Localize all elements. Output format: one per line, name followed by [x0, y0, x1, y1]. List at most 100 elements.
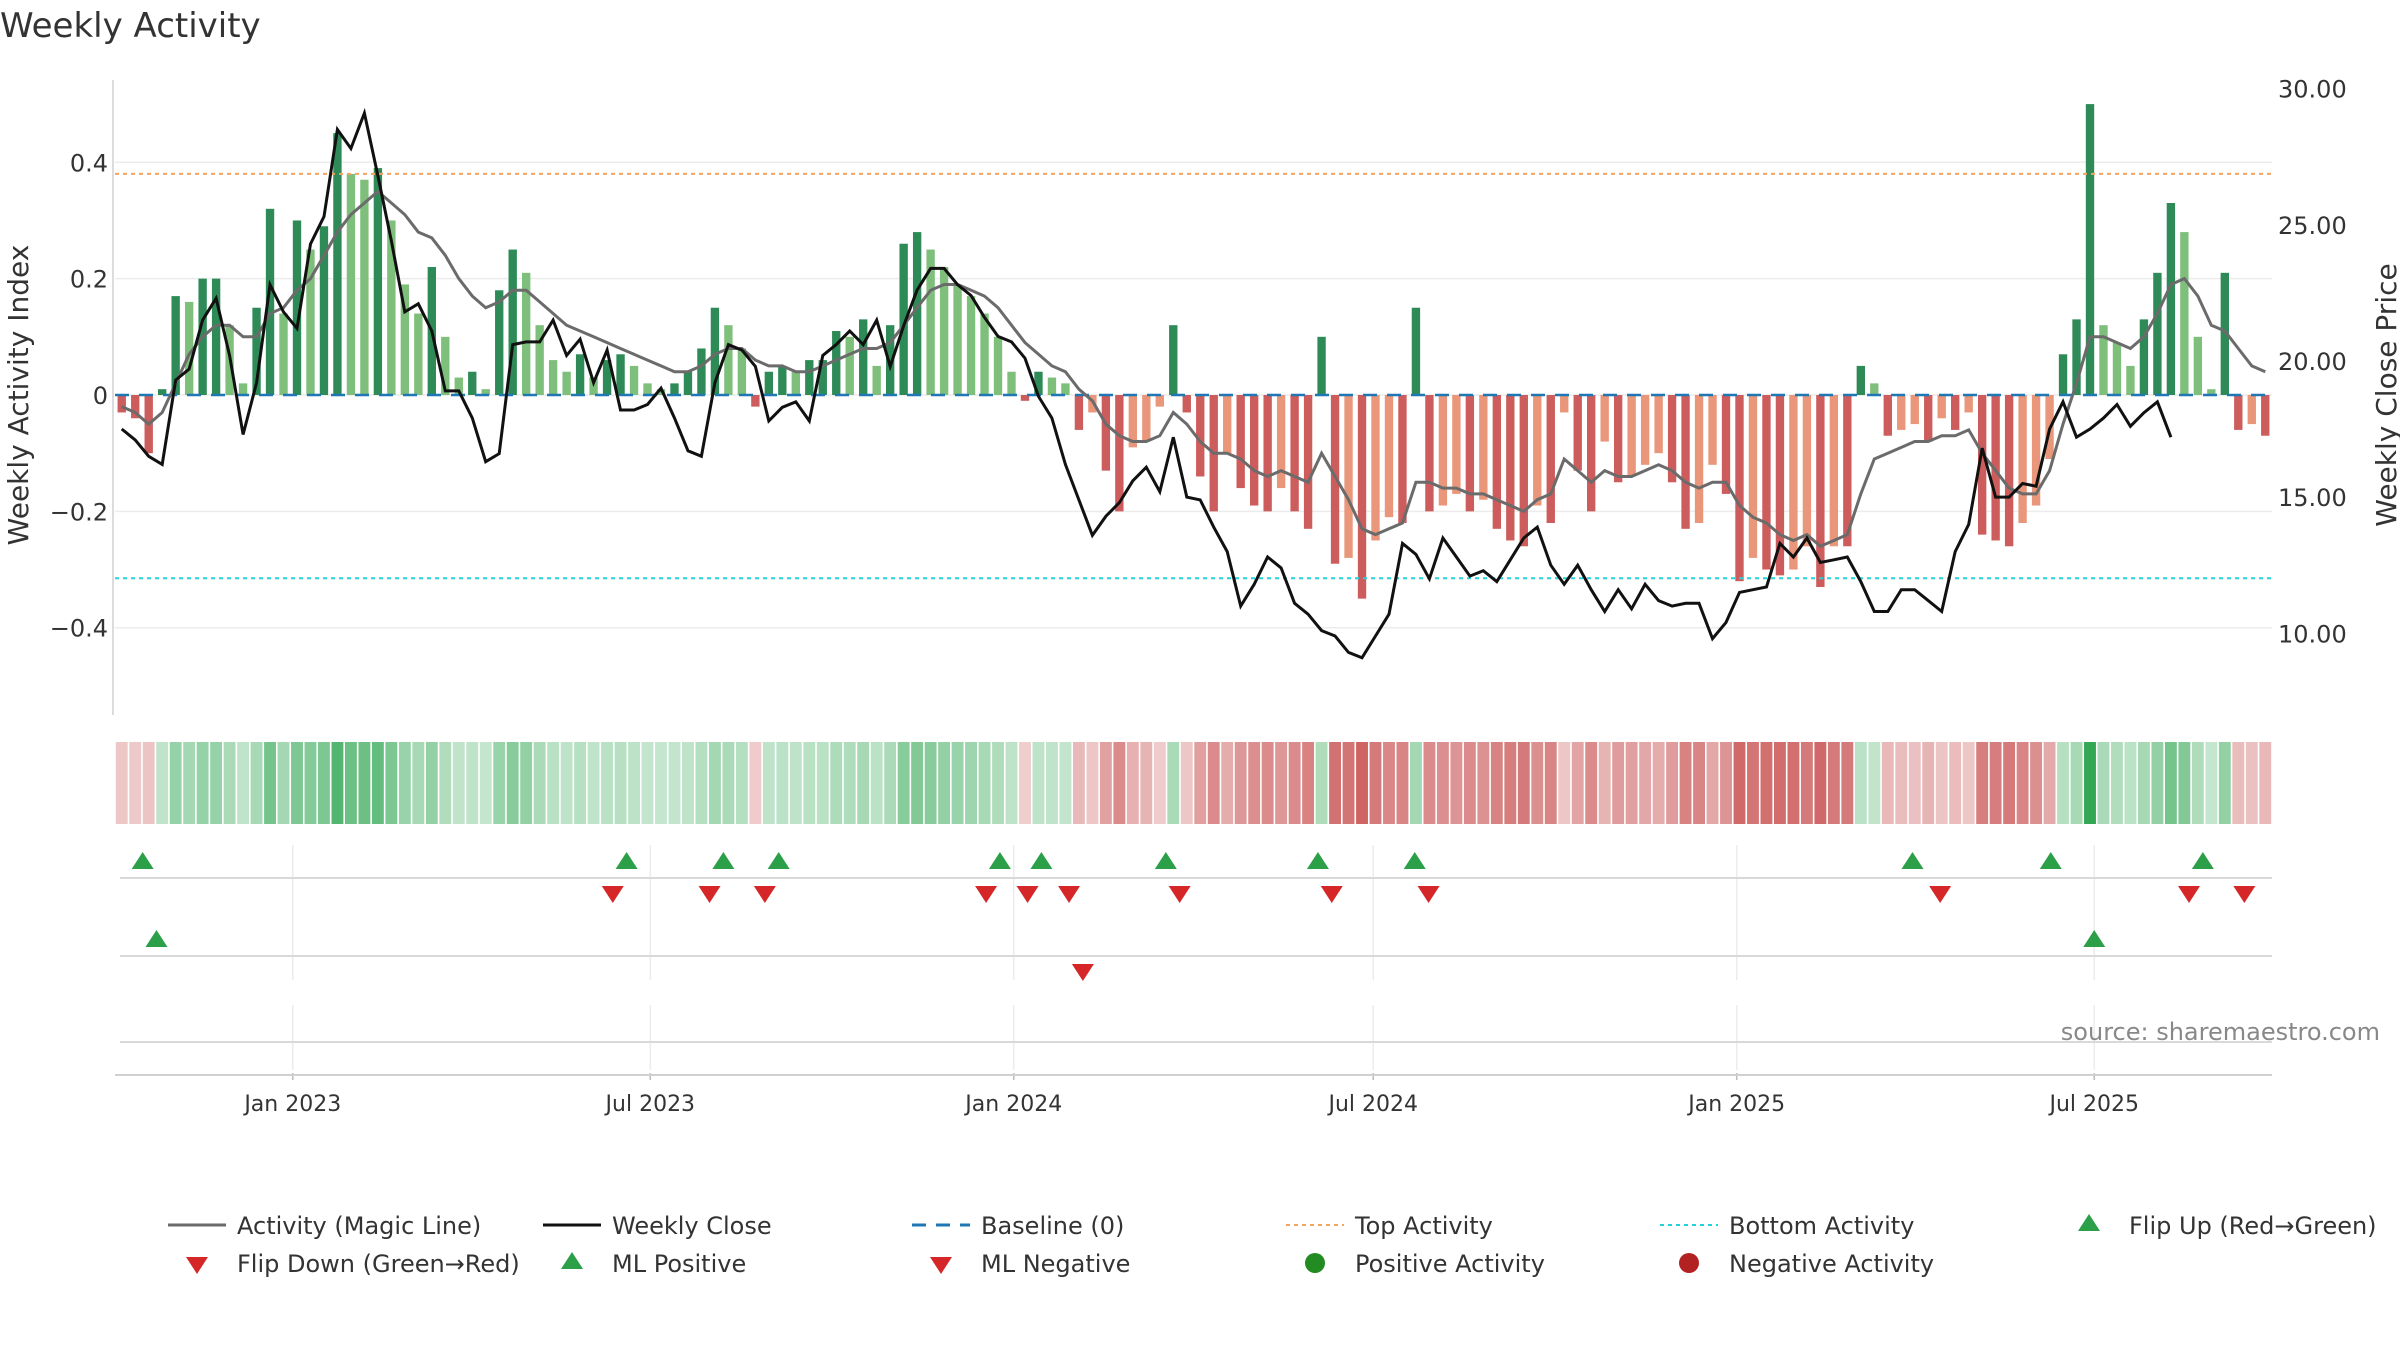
heat-cell: [1895, 742, 1908, 824]
activity-bar: [2112, 342, 2122, 395]
flip-up-marker: [1306, 852, 1329, 869]
heat-cell: [358, 742, 371, 824]
heat-cell: [115, 742, 128, 824]
activity-bar: [481, 389, 490, 395]
activity-bar: [1411, 307, 1421, 395]
activity-bar: [1357, 395, 1367, 599]
heat-cell: [924, 742, 937, 824]
activity-bar: [131, 395, 140, 419]
activity-bar: [2072, 319, 2081, 395]
legend-label: Positive Activity: [1355, 1250, 1545, 1278]
x-tick-label: Jul 2023: [604, 1092, 696, 1117]
activity-bar: [1519, 395, 1528, 547]
heat-cell: [1517, 742, 1530, 824]
heat-cell: [1881, 742, 1894, 824]
heat-cell: [1787, 742, 1800, 824]
legend-swatch: [561, 1252, 583, 1269]
activity-bar: [1789, 395, 1798, 570]
activity-bar: [1128, 395, 1138, 448]
flip-down-marker: [1058, 886, 1081, 903]
legend-item: Top Activity: [1286, 1212, 1493, 1240]
activity-bar: [2058, 354, 2068, 395]
activity-bar: [1910, 395, 1919, 425]
flip-up-marker: [767, 852, 790, 869]
y-left-tick-label: 0: [93, 382, 108, 410]
flip-down-marker: [975, 886, 998, 903]
y-left-tick-label: 0.2: [70, 266, 108, 294]
activity-bar: [2153, 272, 2162, 395]
heat-cell: [1854, 742, 1867, 824]
y-axis-right-label: Weekly Close Price: [2370, 263, 2400, 526]
activity-bar: [724, 325, 733, 395]
heat-cell: [1180, 742, 1193, 824]
heat-cell: [1005, 742, 1018, 824]
heat-cell: [1477, 742, 1490, 824]
flip-down-marker: [698, 886, 721, 903]
heat-cell: [655, 742, 667, 824]
activity-bar: [1681, 395, 1690, 529]
ml-negative-marker: [1071, 964, 1094, 981]
activity-bar: [1654, 395, 1663, 454]
activity-bar: [117, 395, 126, 413]
heat-cell: [1234, 742, 1247, 824]
heat-cell: [1706, 742, 1719, 824]
activity-bar: [279, 313, 288, 395]
activity-bar: [1924, 395, 1933, 442]
heat-cell: [641, 742, 654, 824]
x-tick-label: Jul 2024: [1326, 1092, 1418, 1117]
activity-bar: [1870, 383, 1879, 395]
heat-cell: [978, 742, 991, 824]
y-right-tick-label: 25.00: [2278, 212, 2347, 240]
heat-cell: [412, 742, 425, 824]
heat-cell: [1531, 742, 1544, 824]
activity-bar: [468, 371, 477, 395]
activity-bar: [265, 208, 275, 395]
flip-up-marker: [712, 852, 735, 869]
legend-label: Baseline (0): [981, 1212, 1124, 1240]
activity-bar: [993, 336, 1003, 395]
heat-cell: [304, 742, 317, 824]
activity-bar: [1020, 395, 1030, 401]
heat-cell: [1261, 742, 1274, 824]
heat-cell: [1329, 742, 1341, 824]
activity-bar: [1492, 395, 1502, 529]
heat-cell: [1989, 742, 2002, 824]
heat-cell: [722, 742, 735, 824]
activity-bar: [1384, 395, 1394, 518]
legend-item: Activity (Magic Line): [168, 1212, 481, 1240]
heat-cell: [1800, 742, 1813, 824]
activity-bar: [2234, 395, 2243, 430]
activity-bar: [1694, 395, 1704, 523]
heat-cell: [614, 742, 627, 824]
heat-cell: [425, 742, 438, 824]
heat-cell: [533, 742, 546, 824]
heat-cell: [1113, 742, 1126, 824]
heat-cell: [1544, 742, 1557, 824]
x-tick-label: Jul 2025: [2047, 1092, 2139, 1117]
heat-cell: [277, 742, 290, 824]
activity-bar: [1425, 395, 1434, 512]
activity-bar: [2166, 203, 2176, 395]
activity-bar: [953, 284, 962, 395]
grid: [115, 161, 2272, 1070]
activity-bar: [171, 296, 180, 395]
activity-bar: [683, 371, 693, 395]
legend-item: Baseline (0): [912, 1212, 1124, 1240]
heat-cell: [2164, 742, 2177, 824]
heat-cell: [506, 742, 519, 824]
activity-bar: [1007, 371, 1016, 395]
legend-label: Flip Up (Red→Green): [2129, 1212, 2377, 1240]
heat-cell: [2245, 742, 2258, 824]
heat-cell: [965, 742, 977, 824]
activity-bars: [117, 104, 2270, 599]
activity-bar: [859, 319, 868, 395]
legend-swatch: [930, 1257, 952, 1274]
activity-bar: [764, 371, 774, 395]
heat-cell: [1221, 742, 1234, 824]
heat-cell: [1140, 742, 1153, 824]
flip-up-marker: [2039, 852, 2062, 869]
heat-cell: [2030, 742, 2043, 824]
heat-cell: [196, 742, 209, 824]
x-tick-label: Jan 2023: [242, 1092, 341, 1117]
activity-bar: [1829, 395, 1839, 547]
